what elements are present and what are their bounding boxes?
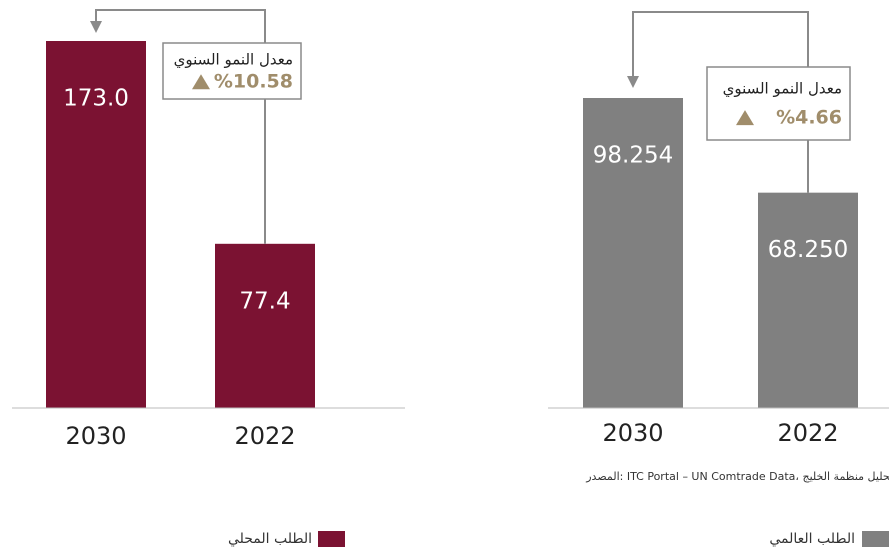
up-triangle [192, 74, 210, 90]
value-label: 98.254 [593, 143, 673, 169]
legend-label: الطلب العالمي [769, 531, 855, 547]
annotation-text: معدل النمو السنوي [723, 79, 842, 98]
source-note: المصدر: ITC Portal – UN Comtrade Data، ت… [585, 470, 889, 483]
bar [46, 41, 146, 408]
bar [215, 243, 315, 408]
arrow-head [90, 21, 102, 33]
value-label: 173.0 [63, 86, 129, 112]
legend-swatch [318, 531, 345, 547]
bar [758, 192, 858, 408]
category-label: 2030 [65, 422, 126, 450]
category-label: 2030 [602, 419, 663, 447]
category-label: 2022 [777, 419, 838, 447]
annotation-value: %10.58 [214, 71, 293, 93]
up-triangle [736, 110, 754, 126]
category-label: 2022 [234, 422, 295, 450]
annotation-text: معدل النمو السنوي [174, 50, 293, 69]
legend-label: الطلب المحلي [228, 531, 312, 547]
annotation-value: %4.66 [776, 107, 842, 129]
value-label: 68.250 [768, 237, 848, 263]
connector [632, 11, 809, 78]
annotation-box [706, 66, 851, 141]
connector [95, 9, 266, 43]
arrow-head [627, 76, 639, 88]
legend-swatch [862, 531, 889, 547]
annotation-box [162, 42, 302, 100]
value-label: 77.4 [239, 288, 290, 314]
bar [583, 98, 683, 408]
